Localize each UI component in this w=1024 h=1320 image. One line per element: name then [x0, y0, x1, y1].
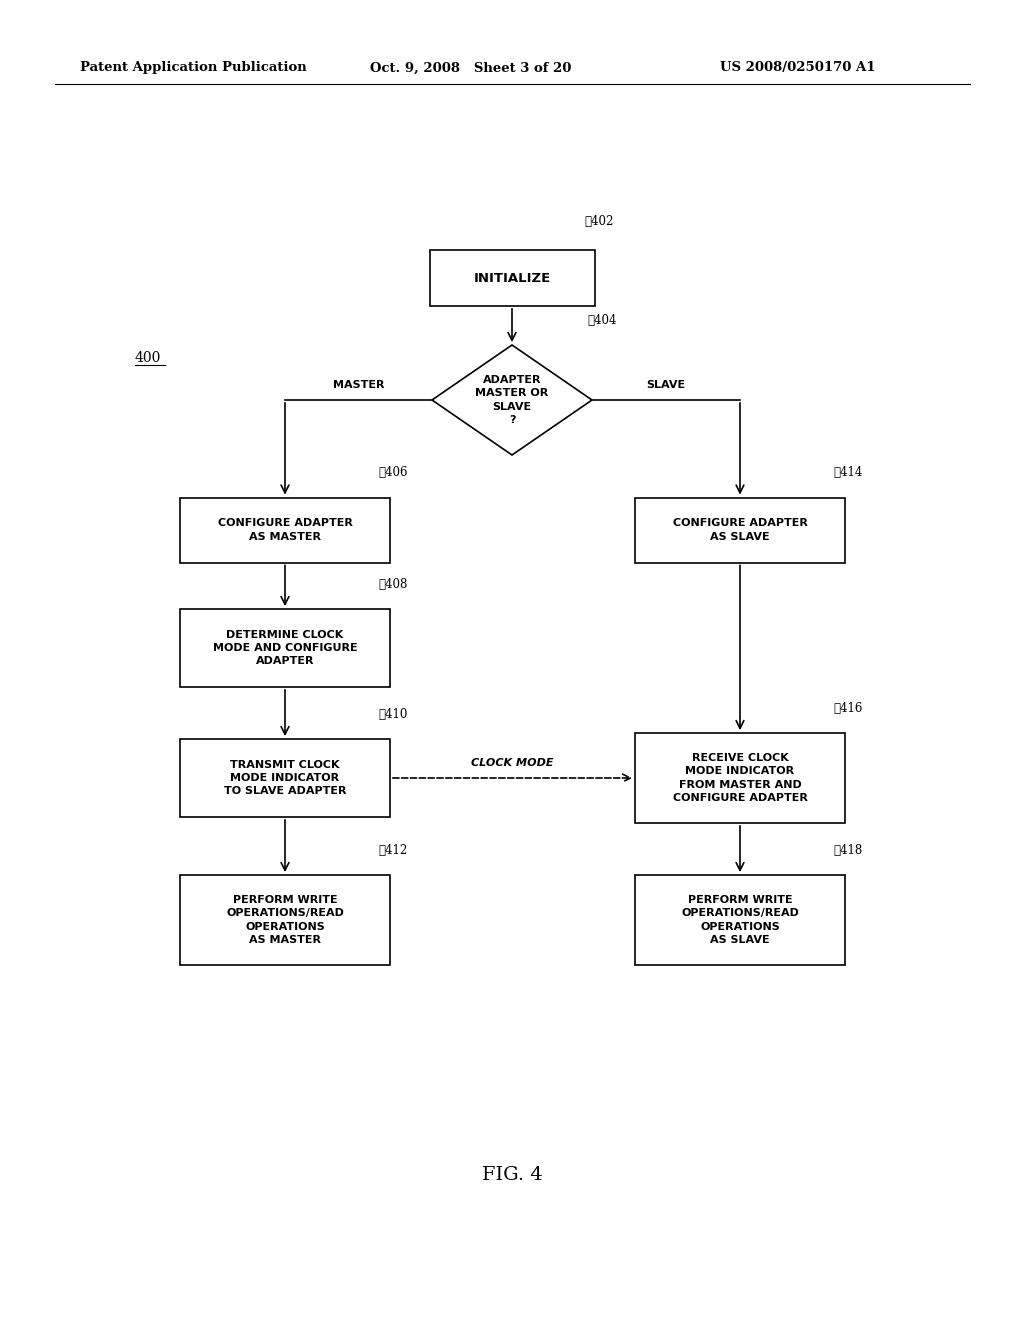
- Text: CONFIGURE ADAPTER
AS SLAVE: CONFIGURE ADAPTER AS SLAVE: [673, 519, 808, 541]
- Text: PERFORM WRITE
OPERATIONS/READ
OPERATIONS
AS SLAVE: PERFORM WRITE OPERATIONS/READ OPERATIONS…: [681, 895, 799, 945]
- Text: ⌜408: ⌜408: [378, 578, 408, 591]
- Text: INITIALIZE: INITIALIZE: [473, 272, 551, 285]
- Text: DETERMINE CLOCK
MODE AND CONFIGURE
ADAPTER: DETERMINE CLOCK MODE AND CONFIGURE ADAPT…: [213, 630, 357, 667]
- Text: ⌜416: ⌜416: [833, 702, 862, 715]
- Bar: [180, 739, 390, 817]
- Text: ⌜418: ⌜418: [833, 843, 862, 857]
- Text: 400: 400: [135, 351, 161, 366]
- Text: ⌜414: ⌜414: [833, 466, 862, 479]
- Bar: [635, 498, 845, 562]
- Text: CLOCK MODE: CLOCK MODE: [471, 758, 554, 768]
- Bar: [635, 733, 845, 822]
- Bar: [429, 249, 595, 306]
- Polygon shape: [432, 345, 592, 455]
- Text: ⌜406: ⌜406: [378, 466, 408, 479]
- Text: ⌜410: ⌜410: [378, 708, 408, 721]
- Text: TRANSMIT CLOCK
MODE INDICATOR
TO SLAVE ADAPTER: TRANSMIT CLOCK MODE INDICATOR TO SLAVE A…: [224, 760, 346, 796]
- Text: RECEIVE CLOCK
MODE INDICATOR
FROM MASTER AND
CONFIGURE ADAPTER: RECEIVE CLOCK MODE INDICATOR FROM MASTER…: [673, 754, 808, 803]
- Text: FIG. 4: FIG. 4: [481, 1166, 543, 1184]
- Bar: [180, 875, 390, 965]
- Text: US 2008/0250170 A1: US 2008/0250170 A1: [720, 62, 876, 74]
- Bar: [180, 498, 390, 562]
- Text: ADAPTER
MASTER OR
SLAVE
?: ADAPTER MASTER OR SLAVE ?: [475, 375, 549, 425]
- Text: Oct. 9, 2008   Sheet 3 of 20: Oct. 9, 2008 Sheet 3 of 20: [370, 62, 571, 74]
- Text: PERFORM WRITE
OPERATIONS/READ
OPERATIONS
AS MASTER: PERFORM WRITE OPERATIONS/READ OPERATIONS…: [226, 895, 344, 945]
- Text: Patent Application Publication: Patent Application Publication: [80, 62, 307, 74]
- Text: SLAVE: SLAVE: [646, 380, 685, 389]
- Text: ⌜402: ⌜402: [585, 215, 613, 228]
- Text: CONFIGURE ADAPTER
AS MASTER: CONFIGURE ADAPTER AS MASTER: [217, 519, 352, 541]
- Bar: [635, 875, 845, 965]
- Text: ⌜404: ⌜404: [587, 314, 616, 327]
- Text: MASTER: MASTER: [333, 380, 384, 389]
- Text: ⌜412: ⌜412: [378, 843, 408, 857]
- Bar: [180, 609, 390, 686]
